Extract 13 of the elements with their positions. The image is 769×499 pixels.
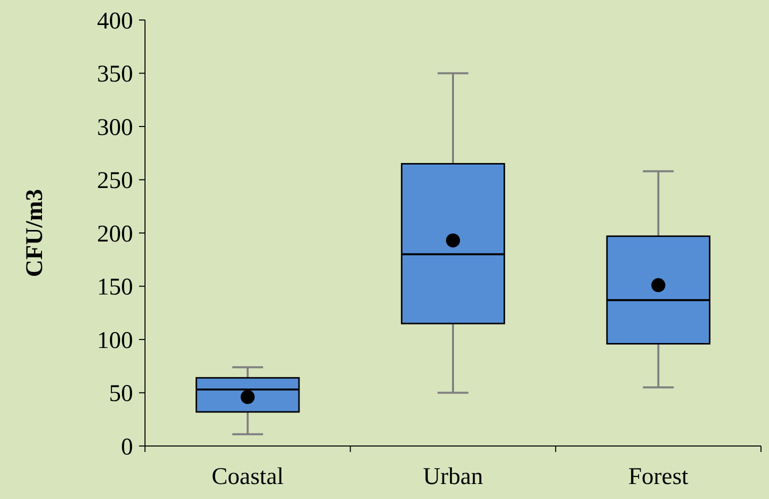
x-tick-label: Forest xyxy=(628,464,689,490)
y-tick-label: 0 xyxy=(121,434,133,460)
y-tick-label: 150 xyxy=(97,274,133,301)
y-tick-label: 350 xyxy=(97,62,133,88)
y-tick-label: 250 xyxy=(97,168,133,194)
x-tick-label: Urban xyxy=(423,464,483,490)
y-tick-label: 200 xyxy=(97,221,133,248)
y-axis-title: CFU/m3 xyxy=(22,189,48,277)
y-tick-label: 100 xyxy=(97,328,133,354)
x-tick-label: Coastal xyxy=(212,464,284,490)
y-tick-label: 400 xyxy=(97,8,133,34)
y-tick-label: 300 xyxy=(97,114,133,141)
y-tick-label: 50 xyxy=(109,381,133,408)
